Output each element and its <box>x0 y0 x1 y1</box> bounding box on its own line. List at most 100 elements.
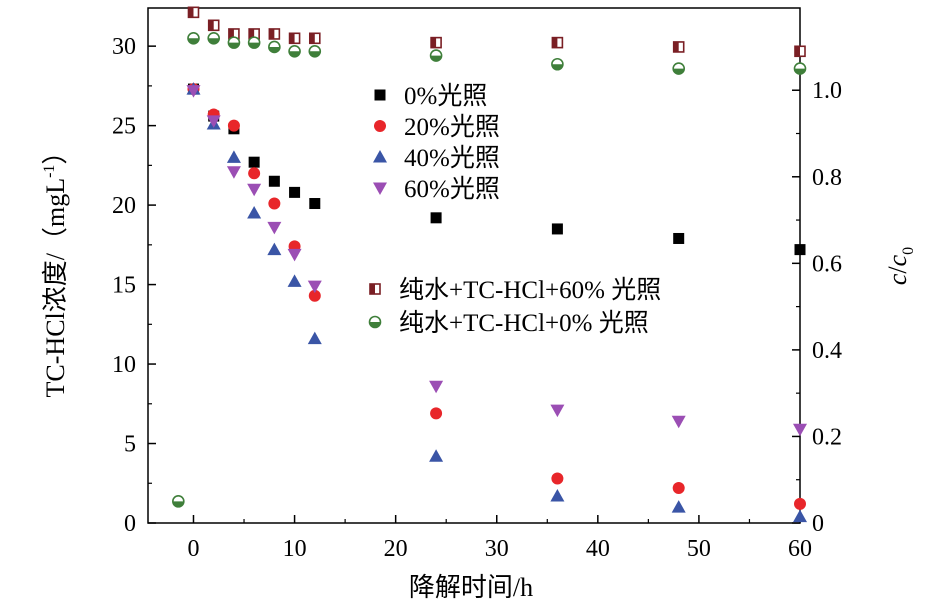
data-point <box>187 6 200 19</box>
data-point <box>308 44 322 58</box>
data-point <box>430 212 442 224</box>
x-tick-label: 60 <box>788 536 812 562</box>
data-point <box>671 500 686 513</box>
data-point <box>207 19 220 32</box>
data-point <box>307 280 322 294</box>
data-point <box>429 380 444 394</box>
data-point <box>430 36 442 49</box>
data-point <box>287 274 302 287</box>
data-point <box>248 156 260 168</box>
data-point <box>187 31 200 45</box>
data-point <box>551 472 564 485</box>
data-point <box>248 167 261 180</box>
data-point <box>289 186 301 198</box>
data-point <box>309 198 321 210</box>
data-point <box>268 28 281 40</box>
x-tick-label: 30 <box>485 536 509 562</box>
data-point <box>551 223 563 235</box>
data-point <box>288 32 301 45</box>
y-left-tick-label: 25 <box>112 114 136 140</box>
data-point <box>268 175 280 187</box>
data-point <box>793 509 807 523</box>
y-left-tick-label: 30 <box>112 34 136 60</box>
y-right-tick-label: 0.8 <box>812 165 842 191</box>
data-point <box>308 289 321 302</box>
y-right-axis-title: c/c0 <box>883 247 917 285</box>
legend-item: 纯水+TC-HCl+60% 光照 <box>369 276 661 304</box>
legend-marker <box>369 283 381 295</box>
data-point <box>268 40 281 54</box>
legend-item: 0%光照 <box>374 82 487 110</box>
data-point <box>551 36 564 49</box>
data-point <box>430 407 443 420</box>
data-point <box>267 242 282 256</box>
data-point <box>247 36 261 49</box>
data-point <box>288 44 301 58</box>
y-left-tick-label: 0 <box>124 511 136 537</box>
y-left-axis-title: TC-HCl浓度/（mgL-1） <box>41 139 70 398</box>
data-point <box>793 423 807 437</box>
data-point <box>794 45 806 58</box>
data-point <box>268 197 281 210</box>
x-tick-label: 0 <box>187 536 199 562</box>
legend-label: 60%光照 <box>404 175 500 203</box>
y-right-tick-label: 1.0 <box>812 78 842 104</box>
data-point <box>672 62 685 75</box>
x-tick-label: 50 <box>687 536 711 562</box>
legend-item: 20%光照 <box>374 113 500 141</box>
x-tick-label: 20 <box>384 536 408 562</box>
legend-marker <box>368 315 382 329</box>
data-point <box>308 32 321 45</box>
data-point <box>247 183 262 197</box>
data-point <box>793 62 807 75</box>
series-4 <box>186 85 807 437</box>
x-axis-title: 降解时间/h <box>409 573 533 602</box>
legend-label: 纯水+TC-HCl+60% 光照 <box>399 276 661 304</box>
data-point <box>172 495 185 508</box>
y-right-tick-label: 0.6 <box>812 251 842 277</box>
y-right-tick-label: 0 <box>812 511 824 537</box>
data-point <box>550 488 565 502</box>
data-point <box>672 41 685 53</box>
legend-label: 40%光照 <box>404 144 500 172</box>
y-left-tick-label: 15 <box>112 273 136 299</box>
legend-item: 60%光照 <box>373 175 500 203</box>
legend-label: 20%光照 <box>404 113 500 141</box>
data-point <box>247 206 262 219</box>
legend-marker <box>374 89 386 101</box>
legend-label: 纯水+TC-HCl+0% 光照 <box>399 309 649 337</box>
y-left-tick-label: 10 <box>112 352 136 378</box>
data-point <box>226 166 241 179</box>
data-point <box>227 36 241 49</box>
y-left-tick-label: 20 <box>112 193 136 219</box>
data-point <box>186 85 201 98</box>
data-point <box>429 449 444 462</box>
x-tick-label: 40 <box>586 536 610 562</box>
data-point <box>550 404 565 418</box>
data-point <box>307 331 322 345</box>
legend-item: 纯水+TC-HCl+0% 光照 <box>368 309 649 337</box>
data-point <box>227 119 240 132</box>
data-point <box>207 31 221 45</box>
legend-label: 0%光照 <box>404 82 487 110</box>
x-tick-label: 10 <box>283 536 307 562</box>
x-axis-ticks: 0 10 20 30 40 50 60 <box>187 515 812 562</box>
y-right-tick-label: 0.2 <box>812 424 842 450</box>
y-right-axis-ticks: 0 0.2 0.4 0.6 0.8 1.0 <box>792 46 842 537</box>
data-point <box>206 115 221 128</box>
plot-border <box>147 7 801 524</box>
series-6 <box>172 31 807 508</box>
legend-marker <box>374 120 386 132</box>
series-5 <box>187 6 806 58</box>
y-left-tick-label: 5 <box>124 432 136 458</box>
data-point <box>551 57 564 71</box>
data-point <box>267 221 282 235</box>
data-point <box>287 248 302 262</box>
data-point <box>429 49 443 62</box>
y-right-tick-label: 0.4 <box>812 338 842 364</box>
data-point <box>794 497 806 510</box>
data-point <box>671 415 686 429</box>
legend-marker <box>373 150 387 163</box>
